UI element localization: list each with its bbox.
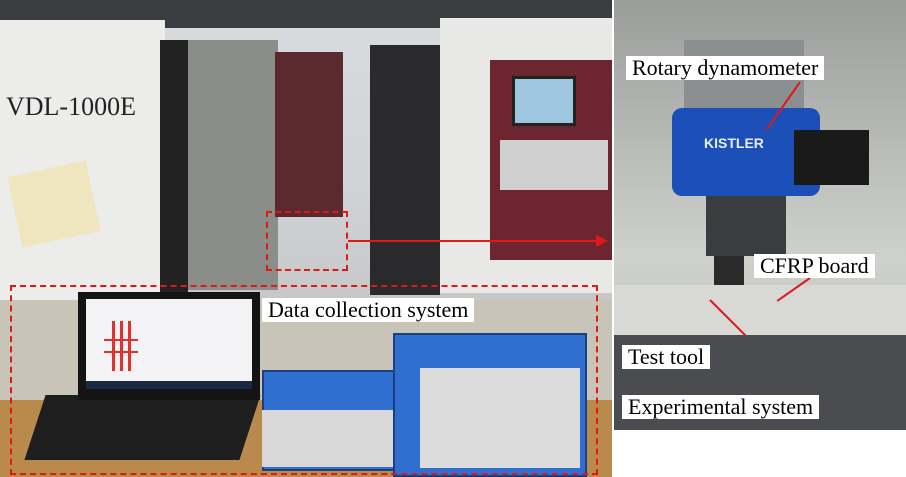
amplifier-front [262,410,407,467]
tool-holder [706,196,786,256]
pointer-arrow-line [348,240,600,242]
experimental-system-label: Experimental system [622,394,820,420]
spindle-annotation-box [266,211,348,271]
sensor-bracket [794,130,869,185]
screen-signal-4 [104,339,138,341]
laptop-screen [86,299,252,389]
machining-center-photo: VDL-1000E Data collection system [0,0,612,477]
screen-signal-3 [128,321,131,371]
machine-dark-frame [160,40,188,300]
screen-signal-2 [120,321,123,371]
pointer-arrow-head [596,235,608,247]
kistler-brand: KISTLER [704,135,764,151]
machine-column [370,45,440,295]
spindle-head [275,52,343,217]
screen-signal-1 [112,321,115,371]
screen-taskbar [86,381,252,389]
control-screen [512,76,576,126]
machine-interior [188,40,278,290]
data-collection-label: Data collection system [262,297,475,323]
daq-front-panel [420,368,580,468]
screen-signal-5 [104,351,138,353]
control-keypad [500,140,608,190]
dynamometer-photo: KISTLER Rotary dynamometer CFRP board Te… [614,0,906,430]
rotary-dynamometer-label: Rotary dynamometer [626,55,825,81]
cfrp-board [614,285,906,340]
test-tool-label: Test tool [622,344,711,370]
cfrp-board-label: CFRP board [754,253,875,279]
data-collection-annotation-box [10,285,598,475]
machine-model-label: VDL-1000E [6,92,136,121]
